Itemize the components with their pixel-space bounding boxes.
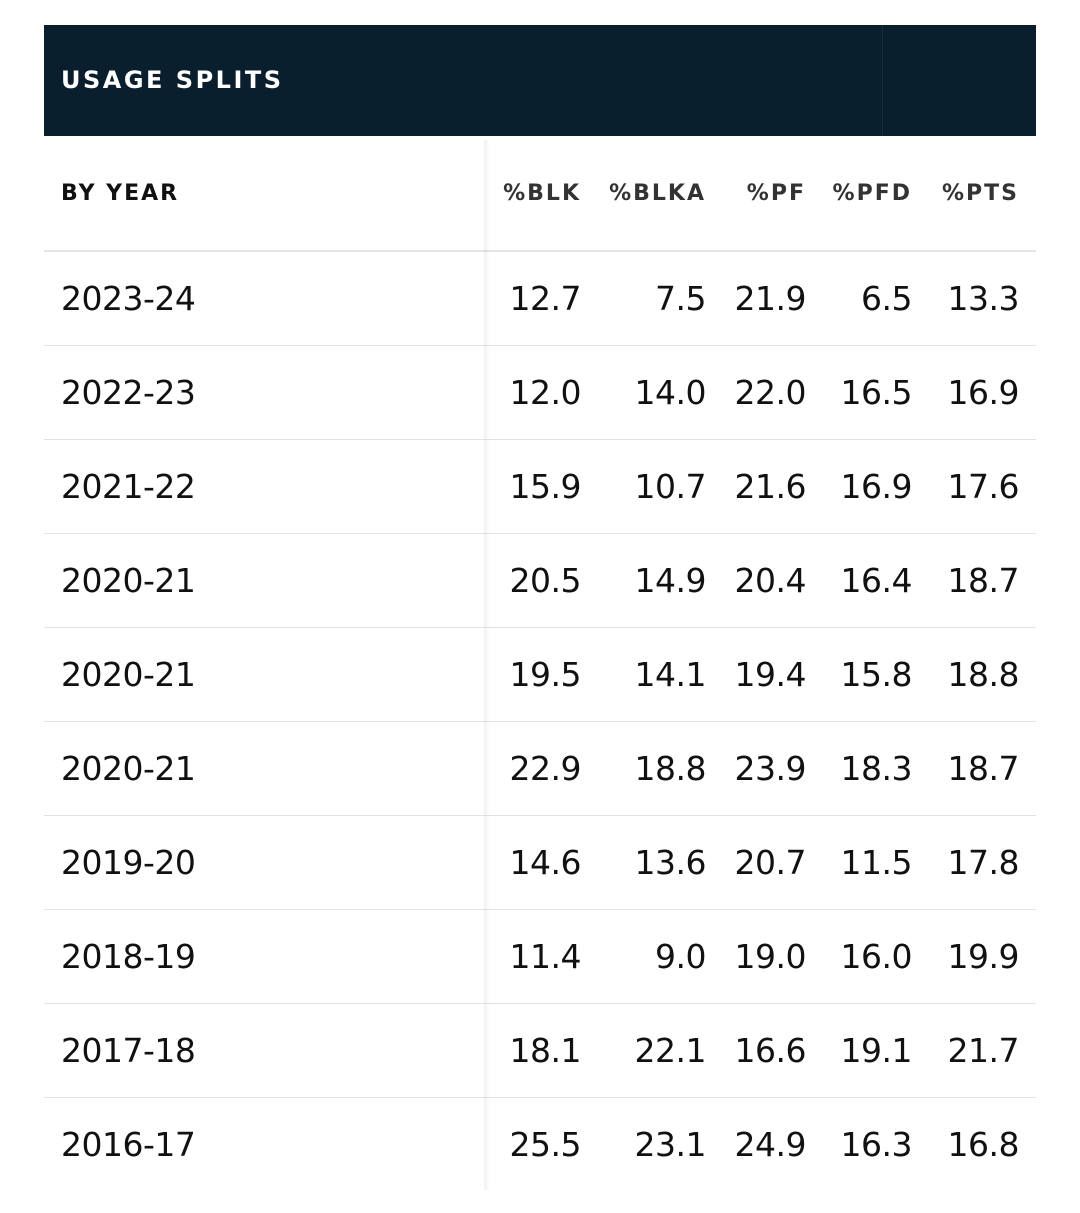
row-pfd-cell: 16.5 [806, 345, 913, 440]
table-header-row: BY YEAR %BLK %BLKA %PF %PFD %PTS [44, 136, 1036, 252]
row-pts-cell: 17.8 [912, 815, 1036, 910]
row-pts-cell: 18.7 [912, 533, 1036, 628]
row-year-cell: 2020-21 [44, 533, 484, 628]
column-header-pts[interactable]: %PTS [912, 136, 1036, 252]
row-pts-cell: 16.8 [947, 1125, 1020, 1164]
row-year-cell: 2020-21 [44, 627, 484, 722]
row-blk-cell: 12.0 [484, 345, 582, 440]
row-blk-cell: 22.9 [484, 721, 582, 816]
row-year-cell: 2016-17 [61, 1125, 196, 1164]
panel-title: USAGE SPLITS [61, 66, 284, 94]
row-pf-cell: 24.9 [734, 1125, 807, 1164]
row-pfd-cell: 19.1 [806, 1003, 913, 1098]
row-pfd-cell: 16.0 [806, 909, 913, 1004]
row-blka-cell: 23.1 [634, 1125, 707, 1164]
row-pf-cell: 20.7 [706, 815, 807, 910]
column-header-blk[interactable]: %BLK [484, 136, 581, 252]
row-year-cell: 2022-23 [44, 345, 484, 440]
by-year-header[interactable]: BY YEAR [44, 136, 484, 252]
row-blka-cell: 9.0 [581, 909, 707, 1004]
row-blka-cell: 7.5 [581, 251, 707, 346]
panel-header: USAGE SPLITS [44, 25, 1036, 136]
row-pts-cell: 18.8 [912, 627, 1036, 722]
row-blk-cell: 14.6 [484, 815, 582, 910]
table-body: 2023-24 12.7 7.5 21.9 6.5 13.3 2022-23 12.0 14.0… [44, 251, 1036, 1191]
table-row: 2020-21 19.5 14.1 19.4 15.8 18.8 [44, 627, 1036, 722]
column-header-blka[interactable]: %BLKA [581, 136, 706, 252]
row-pf-cell: 16.6 [706, 1003, 807, 1098]
row-pts-cell: 13.3 [912, 251, 1036, 346]
row-pf-cell: 19.4 [706, 627, 807, 722]
row-pts-cell: 16.9 [912, 345, 1036, 440]
row-blk-cell: 20.5 [484, 533, 582, 628]
table-row: 2022-23 12.0 14.0 22.0 16.5 16.9 [44, 345, 1036, 440]
usage-splits-panel: USAGE SPLITS BY YEAR %BLK %BLKA %PF %PFD… [44, 25, 1036, 1191]
row-pts-cell: 21.7 [912, 1003, 1036, 1098]
table-row: 2017-18 18.1 22.1 16.6 19.1 21.7 [44, 1003, 1036, 1098]
row-pf-cell: 21.6 [706, 439, 807, 534]
table-row: 2019-20 14.6 13.6 20.7 11.5 17.8 [44, 815, 1036, 910]
row-pfd-cell: 16.9 [806, 439, 913, 534]
row-pfd-cell: 6.5 [806, 251, 913, 346]
row-pfd-cell: 16.4 [806, 533, 913, 628]
row-year-cell: 2020-21 [44, 721, 484, 816]
column-header-pfd[interactable]: %PFD [806, 136, 912, 252]
row-year-cell: 2017-18 [44, 1003, 484, 1098]
row-pf-cell: 19.0 [706, 909, 807, 1004]
row-pfd-cell: 18.3 [806, 721, 913, 816]
row-pts-cell: 19.9 [912, 909, 1036, 1004]
row-pts-cell: 17.6 [912, 439, 1036, 534]
row-blk-cell: 18.1 [484, 1003, 582, 1098]
table-row: 2020-21 20.5 14.9 20.4 16.4 18.7 [44, 533, 1036, 628]
row-year-cell: 2018-19 [44, 909, 484, 1004]
row-blk-cell: 11.4 [484, 909, 582, 1004]
table-row: 2023-24 12.7 7.5 21.9 6.5 13.3 [44, 251, 1036, 346]
row-pf-cell: 23.9 [706, 721, 807, 816]
row-blka-cell: 14.9 [581, 533, 707, 628]
row-pts-cell: 18.7 [912, 721, 1036, 816]
usage-splits-table: BY YEAR %BLK %BLKA %PF %PFD %PTS 2023-24… [44, 136, 1036, 1191]
table-row: 2016-17 25.5 23.1 24.9 16.3 16.8 [44, 1098, 1036, 1192]
row-blk-cell: 19.5 [484, 627, 582, 722]
row-blk-cell: 15.9 [484, 439, 582, 534]
row-blka-cell: 10.7 [581, 439, 707, 534]
row-pf-cell: 20.4 [706, 533, 807, 628]
row-blka-cell: 13.6 [581, 815, 707, 910]
row-blka-cell: 22.1 [581, 1003, 707, 1098]
row-pf-cell: 21.9 [706, 251, 807, 346]
column-header-pf[interactable]: %PF [706, 136, 806, 252]
row-year-cell: 2021-22 [44, 439, 484, 534]
row-blk-cell: 12.7 [484, 251, 582, 346]
row-pf-cell: 22.0 [706, 345, 807, 440]
row-pfd-cell: 16.3 [840, 1125, 913, 1164]
row-year-cell: 2019-20 [44, 815, 484, 910]
row-blka-cell: 14.1 [581, 627, 707, 722]
row-blk-cell: 25.5 [509, 1125, 582, 1164]
table-row: 2020-21 22.9 18.8 23.9 18.3 18.7 [44, 721, 1036, 816]
table-row: 2018-19 11.4 9.0 19.0 16.0 19.9 [44, 909, 1036, 1004]
row-blka-cell: 18.8 [581, 721, 707, 816]
row-pfd-cell: 15.8 [806, 627, 913, 722]
row-year-cell: 2023-24 [44, 251, 484, 346]
table-row: 2021-22 15.9 10.7 21.6 16.9 17.6 [44, 439, 1036, 534]
row-pfd-cell: 11.5 [806, 815, 913, 910]
row-blka-cell: 14.0 [581, 345, 707, 440]
header-divider [882, 25, 883, 136]
